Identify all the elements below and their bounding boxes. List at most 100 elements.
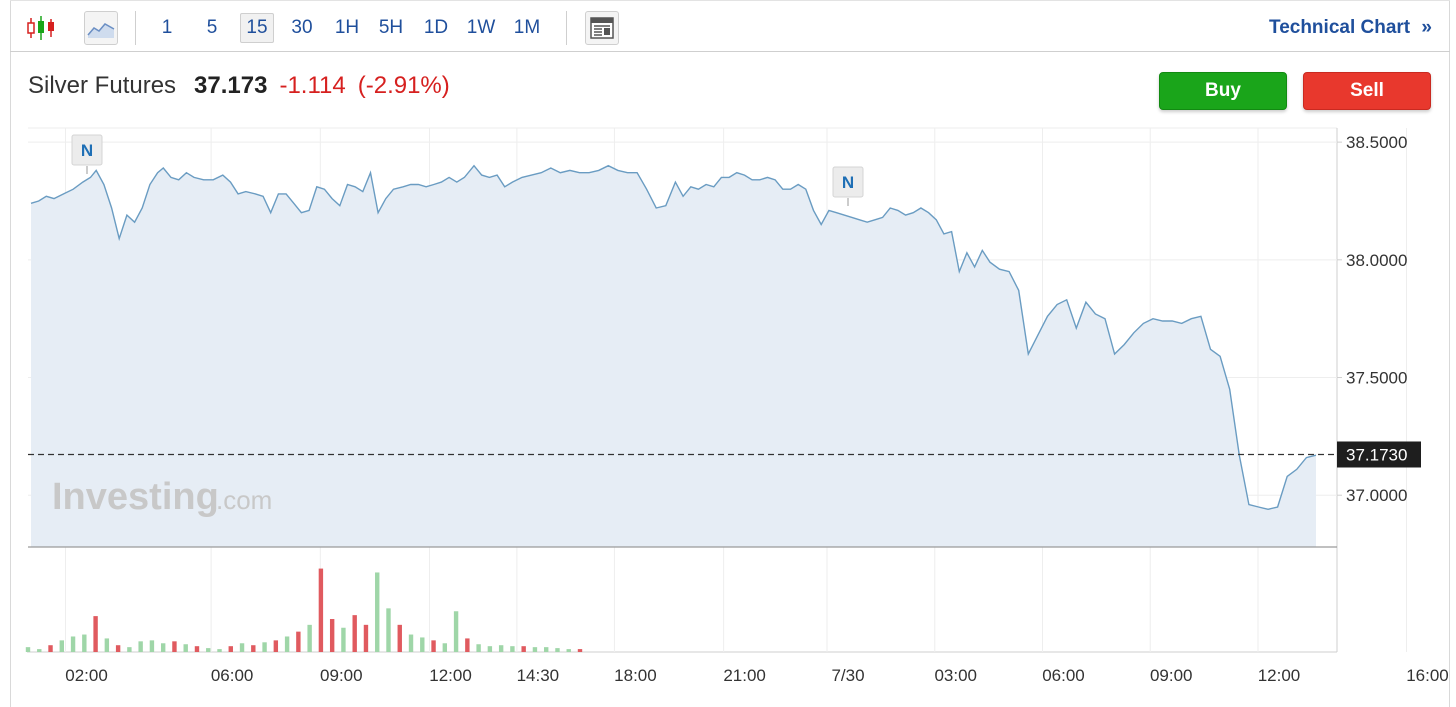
volume-bar	[544, 647, 549, 652]
volume-bar	[498, 645, 504, 652]
volume-bar	[48, 645, 53, 652]
watermark-suffix: .com	[216, 485, 272, 515]
x-tick-label: 06:00	[211, 666, 254, 685]
volume-bar	[442, 643, 448, 652]
volume-bar	[172, 641, 177, 652]
technical-chart-link[interactable]: Technical Chart »	[1269, 17, 1432, 39]
x-tick-label: 7/30	[831, 666, 864, 685]
volume-bar	[476, 644, 481, 652]
toolbar-divider	[135, 11, 136, 45]
volume-bar	[465, 638, 470, 652]
y-tick-label: 37.5000	[1346, 369, 1407, 388]
area-chart-icon[interactable]	[84, 11, 118, 45]
news-marker-label: N	[842, 173, 854, 192]
volume-bar	[93, 616, 98, 652]
interval-1[interactable]: 1	[161, 17, 173, 38]
volume-bar	[431, 640, 436, 652]
x-tick-label: 02:00	[65, 666, 108, 685]
investing-watermark: Investing.com	[52, 476, 272, 518]
news-marker-box	[71, 134, 103, 166]
interval-1h[interactable]: 1H	[334, 17, 360, 38]
y-tick-label: 37.0000	[1346, 486, 1407, 505]
volume-bar	[228, 646, 233, 652]
buy-button[interactable]: Buy	[1159, 72, 1287, 110]
last-price: 37.173	[194, 72, 268, 99]
volume-bar	[138, 641, 143, 652]
instrument-name: Silver Futures	[28, 72, 177, 99]
price-area-fill	[31, 165, 1316, 547]
technical-chart-label: Technical Chart	[1269, 17, 1411, 38]
news-marker[interactable]: N	[71, 134, 103, 174]
volume-bar	[25, 647, 31, 652]
volume-bar	[307, 624, 312, 652]
x-tick-label: 21:00	[723, 666, 766, 685]
volume-bar	[273, 640, 279, 652]
volume-bar	[420, 637, 425, 652]
volume-bar	[386, 608, 391, 652]
volume-bar	[352, 615, 357, 652]
volume-bar	[206, 648, 211, 652]
volume-bar	[104, 638, 110, 652]
quote-header: Silver Futures 37.173 -1.114 (-2.91%)	[28, 72, 450, 100]
volume-bar	[194, 646, 200, 652]
x-tick-label: 14:30	[517, 666, 560, 685]
candlestick-icon[interactable]	[24, 11, 58, 45]
interval-5[interactable]: 5	[206, 17, 218, 38]
x-tick-label: 16:00	[1406, 666, 1449, 685]
volume-bar	[487, 646, 493, 652]
volume-bar	[555, 648, 560, 652]
price-line	[30, 164, 1317, 511]
last-price-badge	[1337, 441, 1421, 468]
interval-30[interactable]: 30	[291, 17, 313, 38]
x-tick-label: 12:00	[429, 666, 472, 685]
volume-bar	[37, 649, 42, 652]
news-panel-icon[interactable]	[585, 11, 619, 45]
interval-1w[interactable]: 1W	[466, 17, 496, 38]
chevron-right-double-icon: »	[1421, 17, 1432, 38]
sell-button[interactable]: Sell	[1303, 72, 1431, 110]
x-tick-label: 09:00	[320, 666, 363, 685]
interval-1m[interactable]: 1M	[513, 17, 541, 38]
volume-bar	[160, 643, 166, 652]
chart-widget	[10, 0, 1450, 707]
volume-bar	[239, 643, 245, 652]
volume-bar	[408, 634, 414, 652]
news-marker-box	[832, 166, 864, 198]
interval-15[interactable]: 15	[240, 13, 274, 43]
volume-bar	[59, 640, 64, 652]
volume-bar	[510, 646, 515, 652]
price-change: -1.114	[279, 72, 346, 99]
volume-bar	[363, 624, 369, 652]
news-marker[interactable]: N	[832, 166, 864, 206]
watermark-brand: Investing	[52, 476, 219, 518]
volume-bar	[82, 634, 87, 652]
y-tick-label: 38.0000	[1346, 251, 1407, 270]
toolbar-divider	[566, 11, 567, 45]
volume-bar	[397, 624, 402, 652]
volume-bar	[262, 642, 267, 652]
volume-bar	[566, 649, 571, 652]
x-tick-label: 09:00	[1150, 666, 1193, 685]
x-tick-label: 03:00	[934, 666, 977, 685]
news-marker-label: N	[81, 141, 93, 160]
volume-bar	[127, 647, 132, 652]
volume-bar	[521, 646, 526, 652]
price-area	[28, 164, 1337, 548]
volume-bar	[217, 649, 222, 652]
volume-bar	[453, 611, 459, 652]
news-markers[interactable]: NN	[71, 134, 864, 206]
volume-bar	[115, 645, 121, 652]
interval-1d[interactable]: 1D	[423, 17, 449, 38]
volume-bar	[296, 631, 301, 652]
volume-bar	[251, 645, 256, 652]
x-tick-label: 12:00	[1258, 666, 1301, 685]
volume-bar	[341, 627, 346, 652]
volume-bar	[284, 636, 290, 652]
volume-bar	[532, 647, 538, 652]
volume-bar	[329, 619, 335, 652]
chart-toolbar: 1 5 15 30 1H 5H 1D 1W 1M Technical Chart…	[10, 0, 1450, 52]
interval-5h[interactable]: 5H	[378, 17, 404, 38]
x-tick-label: 18:00	[614, 666, 657, 685]
volume-bar	[183, 644, 188, 652]
